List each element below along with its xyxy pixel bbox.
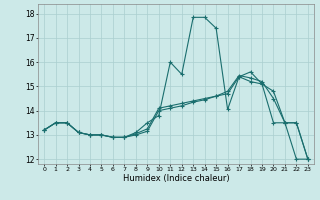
X-axis label: Humidex (Indice chaleur): Humidex (Indice chaleur) [123,174,229,183]
